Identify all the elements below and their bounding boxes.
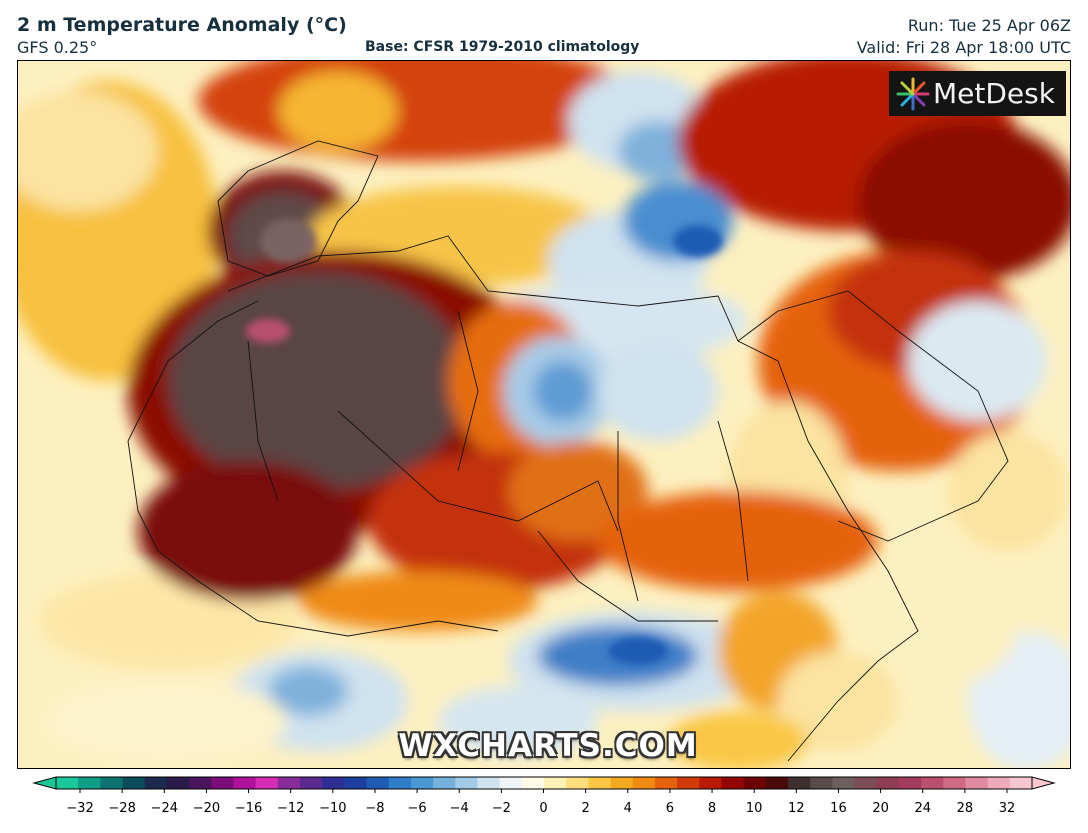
colorbar-cell (255, 777, 279, 789)
colorbar-cell (233, 777, 257, 789)
model-label: GFS 0.25° (17, 38, 98, 57)
colorbar-tick-label: 24 (914, 801, 931, 816)
colorbar-tick-label: −2 (492, 801, 511, 816)
colorbar-tick-label: −6 (408, 801, 427, 816)
colorbar-cell (654, 777, 678, 789)
colorbar-tick-label: 6 (666, 801, 674, 816)
metdesk-logo: MetDesk (889, 71, 1066, 116)
colorbar-tick-label: 10 (746, 801, 763, 816)
colorbar-cell (854, 777, 878, 789)
colorbar-cell (122, 777, 146, 789)
colorbar-tick-label: −16 (235, 801, 262, 816)
colorbar-tick-label: 0 (539, 801, 547, 816)
colorbar-tick-label: 28 (957, 801, 974, 816)
colorbar-cells (56, 777, 1033, 789)
colorbar-tick-label: −10 (319, 801, 346, 816)
colorbar-cell (300, 777, 323, 789)
chart-title: 2 m Temperature Anomaly (°C) (17, 14, 347, 36)
colorbar-cell (144, 777, 168, 789)
colorbar-tick-label: 16 (830, 801, 847, 816)
colorbar-cell (211, 777, 235, 789)
colorbar-tick-label: −20 (193, 801, 220, 816)
colorbar-cell (876, 777, 900, 789)
map-canvas (18, 61, 1070, 768)
colorbar-cell (921, 777, 944, 789)
colorbar-tick-label: −32 (66, 801, 93, 816)
colorbar-tick-label: 20 (872, 801, 889, 816)
colorbar-cell (810, 777, 833, 789)
climatology-base-label: Base: CFSR 1979-2010 climatology (365, 39, 640, 55)
metdesk-starburst-icon (896, 77, 930, 111)
colorbar-cell (366, 777, 390, 789)
colorbar-cell (100, 777, 124, 789)
colorbar-low-arrow (32, 776, 57, 790)
colorbar-cell (721, 777, 745, 789)
colorbar-cell (277, 777, 301, 789)
colorbar-cell (677, 777, 700, 789)
colorbar-cell (632, 777, 656, 789)
colorbar-tick-label: 2 (581, 801, 589, 816)
colorbar-cell (189, 777, 212, 789)
colorbar-ticks: −32 −28 −24 −20 −16 −12 −10 −8 −6 −4 −2 0 2 4 6 8 10 12 16… (66, 789, 1015, 816)
colorbar-tick-label: 8 (708, 801, 716, 816)
run-time-label: Run: Tue 25 Apr 06Z (907, 16, 1071, 35)
colorbar-cell (410, 777, 434, 789)
valid-time-label: Valid: Fri 28 Apr 18:00 UTC (856, 38, 1071, 57)
colorbar-cell (56, 777, 79, 789)
colorbar-tick-label: 4 (624, 801, 632, 816)
colorbar-cell (477, 777, 501, 789)
colorbar-tick-label: −24 (151, 801, 178, 816)
colorbar-cell (499, 777, 523, 789)
logo-text: MetDesk (933, 77, 1055, 110)
colorbar-cell (965, 777, 989, 789)
country-borders (127, 140, 1009, 762)
colorbar-cell (344, 777, 368, 789)
colorbar-cell (1009, 777, 1033, 789)
colorbar-tick-label: −28 (108, 801, 135, 816)
colorbar-cell (78, 777, 101, 789)
colorbar-tick-label: −12 (277, 801, 304, 816)
colorbar-tick-label: 12 (788, 801, 805, 816)
temperature-anomaly-map[interactable] (17, 60, 1071, 769)
colorbar-cell (765, 777, 789, 789)
colorbar-cell (322, 777, 345, 789)
colorbar-high-arrow (1031, 776, 1056, 790)
colorbar-cell (433, 777, 456, 789)
colorbar-cell (544, 777, 567, 789)
colorbar-tick-label: −8 (365, 801, 384, 816)
colorbar-cell (743, 777, 767, 789)
anomaly-field (18, 61, 1070, 768)
colorbar-cell (943, 777, 967, 789)
colorbar-cell (699, 777, 723, 789)
colorbar-cell (788, 777, 811, 789)
colorbar-tick-label: 32 (999, 801, 1016, 816)
watermark: WXCHARTS.COM (398, 728, 698, 764)
colorbar-cell (388, 777, 412, 789)
colorbar-cell (987, 777, 1011, 789)
colorbar-cell (566, 777, 589, 789)
colorbar-cell (832, 777, 856, 789)
colorbar-cell (898, 777, 922, 789)
colorbar-cell (610, 777, 634, 789)
colorbar-tick-label: −4 (450, 801, 469, 816)
colorbar-cell (455, 777, 479, 789)
colorbar-cell (588, 777, 612, 789)
colorbar-cell (166, 777, 190, 789)
colorbar-cell (521, 777, 545, 789)
colorbar: −32 −28 −24 −20 −16 −12 −10 −8 −6 −4 −2 0 2 4 6 8 10 12 16… (32, 776, 1056, 816)
